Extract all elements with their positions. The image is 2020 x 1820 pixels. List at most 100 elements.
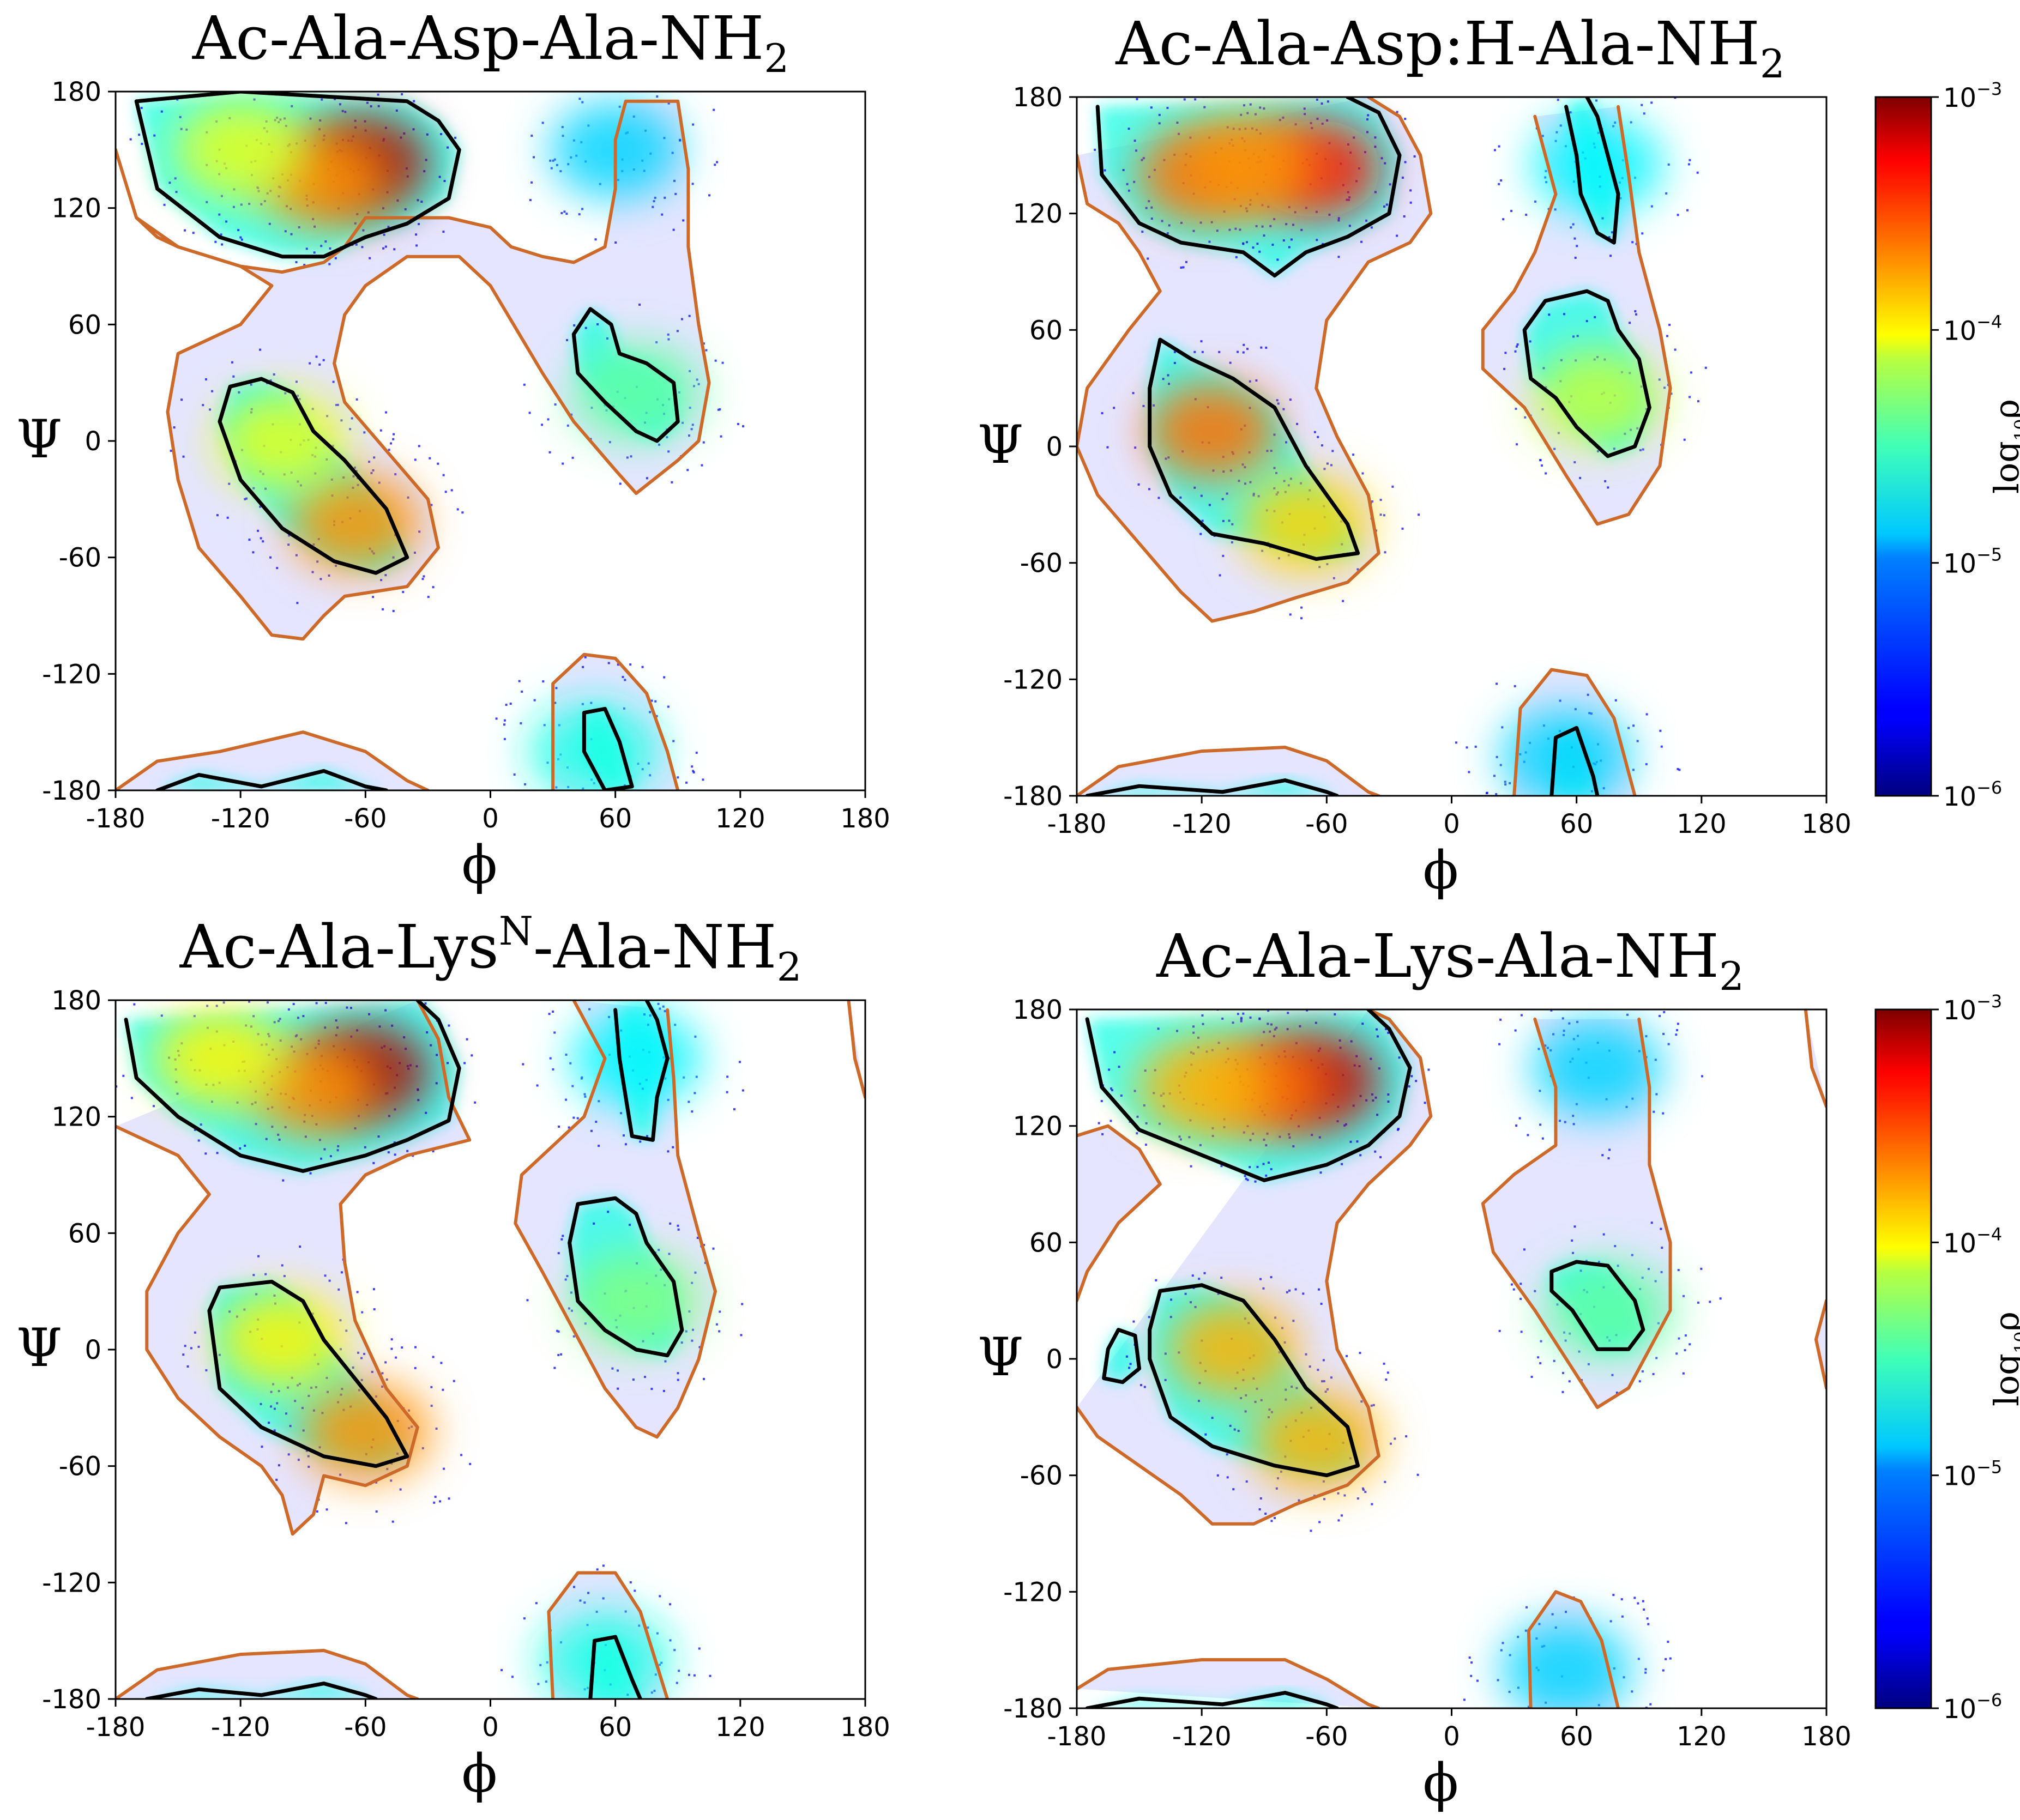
inner-contour [1085,1009,1412,1182]
scatter-point [1371,1503,1373,1505]
scatter-point [1498,183,1500,185]
scatter-point [572,1586,575,1588]
scatter-point [1687,163,1690,166]
scatter-point [1220,1165,1223,1168]
scatter-point [1518,1117,1521,1120]
scatter-point [1110,1087,1113,1090]
scatter-point [353,467,356,469]
contour-lines [116,1000,865,1699]
scatter-point [1638,1380,1641,1383]
scatter-point [1337,1519,1340,1522]
scatter-point [1404,118,1407,120]
scatter-point [429,457,431,459]
inner-contour [155,769,389,790]
scatter-point [239,236,242,239]
scatter-point [629,663,632,666]
scatter-point [160,1014,163,1017]
scatter-point [1587,693,1589,696]
scatter-point [1418,513,1420,516]
scatter-point [1366,118,1369,120]
scatter-point [1194,98,1197,101]
inner-region-fill [1087,780,1337,796]
scatter-point [1273,1035,1275,1038]
x-tick-label: -120 [1172,809,1232,839]
scatter-point [277,1133,280,1136]
scatter-point [554,702,557,704]
scatter-point [418,530,421,533]
scatter-point [1133,1090,1136,1092]
scatter-point [1360,240,1363,243]
scatter-point [1204,1433,1207,1436]
scatter-point [680,1341,683,1344]
scatter-point [1514,685,1516,687]
outer-contour [1077,1658,1380,1708]
density-hotspot [1251,1391,1382,1490]
scatter-point [691,424,694,426]
scatter-point [362,229,365,232]
scatter-point [1240,1396,1243,1399]
scatter-point [1334,1013,1336,1015]
scatter-point [560,1238,563,1241]
scatter-point [1305,1353,1307,1356]
scatter-point [278,1138,281,1141]
scatter-point [1326,100,1329,103]
scatter-point [1615,1755,1618,1757]
scatter-point [1594,821,1596,824]
scatter-point [1300,606,1303,609]
scatter-point [646,477,648,480]
y-tick-label: 0 [1046,1344,1063,1375]
scatter-point [1627,727,1630,729]
scatter-point [194,1331,196,1334]
scatter-point [742,425,745,428]
scatter-point [685,1700,687,1702]
inner-contour [218,377,409,575]
scatter-point [417,199,419,202]
scatter-point [1127,189,1130,192]
scatter-point [112,1069,114,1072]
scatter-point [548,1013,551,1015]
scatter-point [1496,682,1498,685]
scatter-point [552,1068,554,1071]
scatter-point [1663,386,1666,389]
scatter-point [252,1015,255,1018]
outer-contour [1804,1009,1826,1109]
scatter-point [1525,1606,1528,1609]
scatter-point [702,88,704,90]
scatter-point [283,1275,286,1278]
scatter-point [345,1522,347,1525]
scatter-point [548,451,551,454]
scatter-point [373,456,376,459]
scatter-point [1607,1157,1610,1160]
scatter-point [1247,94,1250,96]
scatter-point [395,1356,397,1359]
y-axis-label: Ψ [978,414,1023,475]
scatter-point [1222,554,1225,557]
scatter-point [529,198,532,201]
scatter-point [1563,313,1565,316]
y-tick-label: -60 [59,543,101,573]
scatter-point [1129,1363,1132,1365]
x-tick-label: 180 [840,1712,890,1743]
density-layer [1077,1009,1826,1757]
scatter-point [344,111,347,113]
x-tick-label: 60 [599,1712,632,1743]
scatter-point [546,808,548,810]
scatter-point [1270,1023,1273,1026]
scatter-point [1256,1165,1259,1168]
scatter-point [1173,361,1176,364]
scatter-point [714,359,717,362]
scatter-point [555,687,558,690]
scatter-point [1255,225,1258,227]
scatter-point [1298,1499,1300,1502]
scatter-point [1500,179,1503,182]
scatter-point [1276,258,1279,261]
scatter-point [1641,1370,1644,1372]
scatter-point [570,1309,573,1312]
scatter-point [533,699,536,702]
scatter-point [1660,745,1663,748]
scatter-point [372,1288,375,1291]
scatter-point [315,355,318,358]
colorbar-tick-label: 10−5 [1943,545,2002,579]
scatter-point [1543,809,1546,812]
scatter-point [196,81,198,83]
